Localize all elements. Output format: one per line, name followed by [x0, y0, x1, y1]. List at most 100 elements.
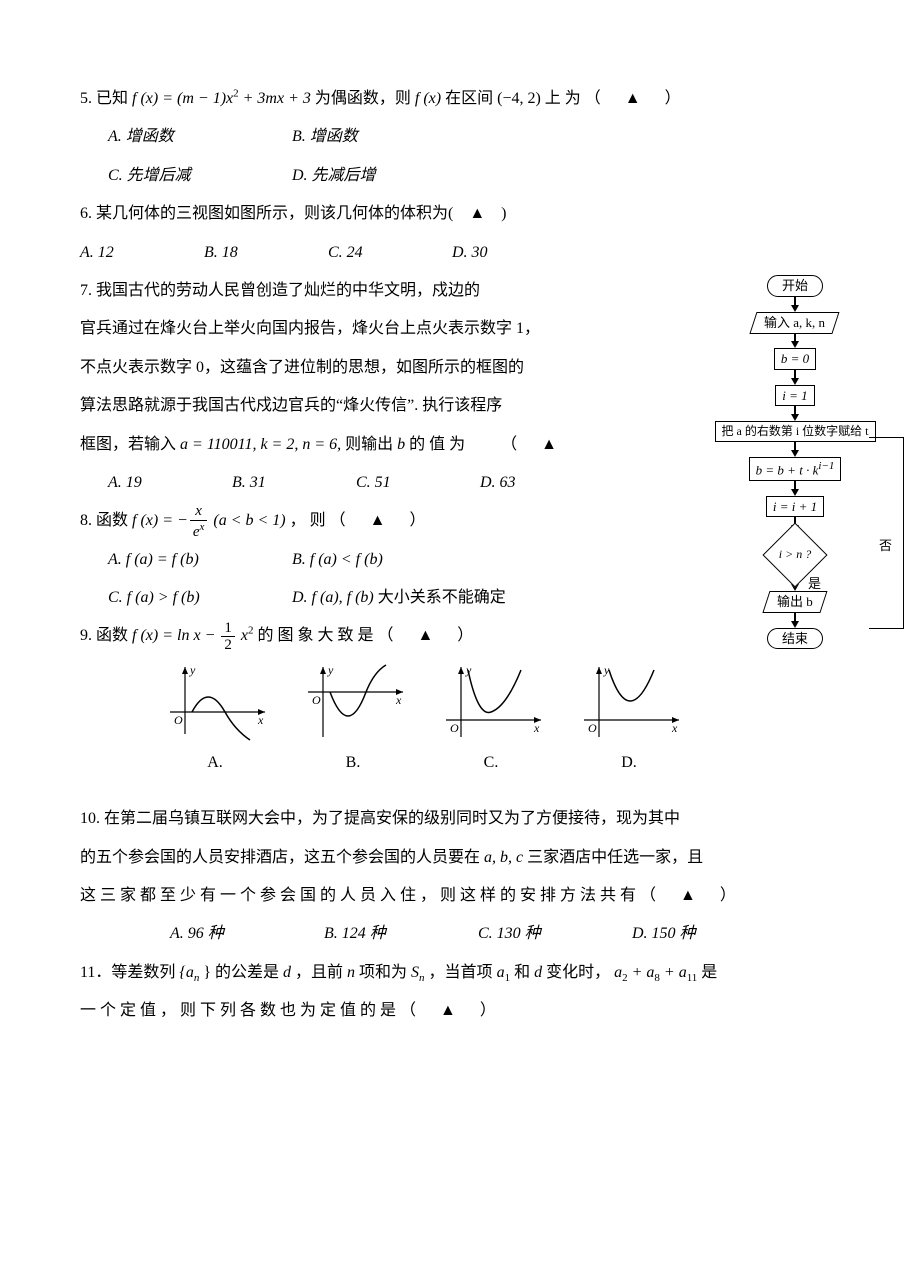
q10-choices: A. 96 种 B. 124 种 C. 130 种 D. 150 种 — [80, 915, 860, 953]
q5-D: D. 先减后增 — [292, 167, 376, 184]
q8-frac: xex — [190, 503, 208, 540]
fc-input: 输入 a, k, n — [750, 312, 840, 334]
q9-label-c: C. — [436, 744, 546, 782]
q9-graph-c: y x O — [436, 662, 546, 742]
fc-b0: b = 0 — [774, 348, 816, 370]
flowchart: 开始 输入 a, k, n b = 0 i = 1 把 a 的右数第 i 位数字… — [680, 275, 910, 649]
q5-B: B. 增函数 — [292, 128, 358, 145]
q11-sub8: 8 — [654, 972, 660, 984]
q10-l2-math: a, b, c — [484, 849, 523, 866]
q9-graph-labels: A. B. C. D. — [80, 744, 860, 782]
axis-y-label: y — [327, 663, 334, 677]
fc-inc: i = i + 1 — [766, 496, 824, 518]
q11-sub1: 1 — [505, 972, 511, 984]
fc-loop-line — [869, 437, 904, 629]
q6-choices: A. 12 B. 18 C. 24 D. 30 — [80, 234, 860, 272]
fc-update-sup: i−1 — [818, 460, 834, 472]
q5-mid1: + 3mx + 3 — [243, 90, 311, 107]
q11-tail: 是 — [701, 964, 717, 981]
q6-D: D. 30 — [452, 234, 572, 272]
q9-graph-a: y x O — [160, 662, 270, 742]
fc-update: b = b + t · ki−1 — [749, 457, 842, 481]
fc-i1: i = 1 — [775, 385, 814, 407]
q5-mid2: 为偶函数，则 — [315, 90, 411, 107]
q9-post: x — [241, 627, 248, 644]
q8-frac-num: x — [190, 503, 208, 521]
q5-pre: 5. 已知 — [80, 90, 128, 107]
q10-A: A. 96 种 — [170, 915, 320, 953]
q11-pre: 11．等差数列 — [80, 964, 175, 981]
q7-l5-pre: 框图，若输入 — [80, 436, 176, 453]
q9-graph-d: y x O — [574, 662, 684, 742]
q9-graphs: y x O y x O — [80, 662, 860, 742]
q7-l5-math: a = 110011, k = 2, n = 6, — [180, 436, 341, 453]
q11-a1: a — [497, 964, 505, 981]
origin-label: O — [588, 721, 597, 735]
fc-cond-wrap: i > n ? 否 是 — [760, 532, 830, 576]
q11-seq: {a — [179, 964, 193, 981]
q11-l2: 一个定值，则下列各数也为定值的是（ ▲ ） — [80, 992, 860, 1030]
q7-l5-mid: 则输出 — [345, 436, 393, 453]
q11-mid1: } 的公差是 — [203, 964, 279, 981]
q7-C: C. 51 — [356, 464, 476, 502]
q11-mid5: 和 — [514, 964, 530, 981]
q11-sub-n: n — [194, 972, 200, 984]
q11-Sn-sub: n — [419, 972, 425, 984]
q9-sq: 2 — [248, 625, 254, 637]
q5-row1: A. 增函数 B. 增函数 — [80, 118, 860, 156]
q7-A: A. 19 — [108, 464, 228, 502]
q9-graph-b: y x O — [298, 662, 408, 742]
q11-mid3: 项和为 — [359, 964, 407, 981]
origin-label: O — [174, 713, 183, 727]
q6-C: C. 24 — [328, 234, 448, 272]
q9-tail: 的图象大致是（ ▲ ） — [257, 627, 477, 644]
q10-l1: 10. 在第二届乌镇互联网大会中，为了提高安保的级别同时又为了方便接待，现为其中 — [80, 800, 860, 838]
q9-label-b: B. — [298, 744, 408, 782]
fc-start: 开始 — [767, 275, 823, 297]
q9-frac-den: 2 — [221, 637, 235, 654]
q5-fx: f (x) = (m − 1)x — [132, 90, 233, 107]
axis-y-label: y — [189, 663, 196, 677]
q11-d: d — [283, 964, 295, 981]
axis-x-label: x — [257, 713, 264, 727]
q11-mid6: 变化时， — [546, 964, 610, 981]
q11-p2: + a — [664, 964, 687, 981]
q6-A: A. 12 — [80, 234, 200, 272]
q8-C: C. f (a) > f (b) — [108, 579, 288, 617]
fc-cond: i > n ? — [779, 547, 811, 561]
q7-D: D. 63 — [480, 464, 600, 502]
q8-D-math: D. f (a), f (b) — [292, 589, 374, 606]
q9-frac-num: 1 — [221, 620, 235, 638]
q11-mid4: ，当首项 — [429, 964, 493, 981]
q11-d2: d — [534, 964, 546, 981]
q5-stem: 5. 已知 f (x) = (m − 1)x2 + 3mx + 3 为偶函数，则… — [80, 80, 860, 118]
q10-l3: 这三家都至少有一个参会国的人员入住，则这样的安排方法共有（ ▲ ） — [80, 877, 860, 915]
q5-mid3: 在区间 — [445, 90, 493, 107]
q11-Sn: S — [411, 964, 419, 981]
q6-stem: 6. 某几何体的三视图如图所示，则该几何体的体积为( ▲ ) — [80, 195, 860, 233]
q8-D-zh: 大小关系不能确定 — [378, 589, 506, 606]
q10-l2-post: 三家酒店中任选一家，且 — [527, 849, 703, 866]
q10-C: C. 130 种 — [478, 915, 628, 953]
q5-interval: (−4, 2) — [497, 90, 541, 107]
q8-A: A. f (a) = f (b) — [108, 541, 288, 579]
q8-tail: ，则（ ▲ ） — [290, 512, 430, 529]
q11-p1: + a — [632, 964, 655, 981]
q7-l5-b: b — [397, 436, 409, 453]
q10-B: B. 124 种 — [324, 915, 474, 953]
q11-l1: 11．等差数列 {an } 的公差是 d ，且前 n 项和为 Sn ，当首项 a… — [80, 954, 860, 992]
axis-x-label: x — [395, 693, 402, 707]
q11-n: n — [347, 964, 359, 981]
q10-l2: 的五个参会国的人员安排酒店，这五个参会国的人员要在 a, b, c 三家酒店中任… — [80, 839, 860, 877]
q9-pre: 9. 函数 — [80, 627, 128, 644]
q9-label-d: D. — [574, 744, 684, 782]
q11-sub2: 2 — [622, 972, 628, 984]
q5-tail: 上为（ ▲ ） — [545, 90, 685, 107]
q10-l2-pre: 的五个参会国的人员安排酒店，这五个参会国的人员要在 — [80, 849, 480, 866]
axis-y-label: y — [603, 663, 610, 677]
q5-C: C. 先增后减 — [108, 167, 191, 184]
q6-B: B. 18 — [204, 234, 324, 272]
q9-fx: f (x) = ln x − — [132, 627, 219, 644]
q11-a2: a — [614, 964, 622, 981]
q9-label-a: A. — [160, 744, 270, 782]
